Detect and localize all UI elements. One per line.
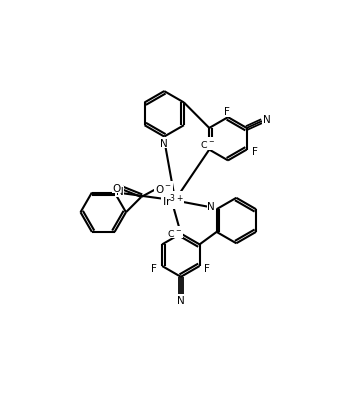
Text: N: N — [207, 202, 215, 211]
Text: F: F — [225, 107, 230, 117]
Text: O$^-$: O$^-$ — [155, 183, 172, 195]
Text: N: N — [177, 295, 185, 305]
Text: C$^-$: C$^-$ — [167, 227, 182, 238]
Text: Ir$^{3+}$: Ir$^{3+}$ — [161, 192, 183, 209]
Text: F: F — [151, 263, 157, 273]
Text: C$^-$: C$^-$ — [200, 139, 215, 150]
Text: F: F — [204, 263, 210, 273]
Text: N: N — [160, 138, 168, 148]
Text: O: O — [112, 183, 120, 193]
Text: F: F — [252, 147, 257, 157]
Text: N: N — [116, 187, 123, 197]
Text: N: N — [263, 114, 271, 124]
